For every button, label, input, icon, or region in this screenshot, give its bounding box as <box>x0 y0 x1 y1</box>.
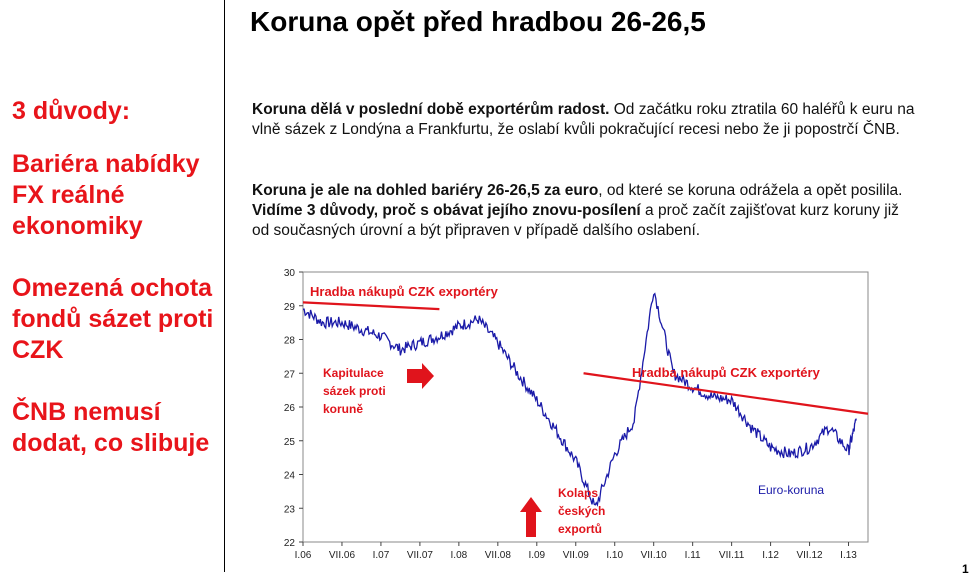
x-tick-label: I.09 <box>528 550 545 561</box>
annotation-capitulation-line: Kapitulace <box>323 366 384 380</box>
trendline-label-2: Hradba nákupů CZK exportéry <box>632 365 821 380</box>
y-tick-label: 25 <box>284 437 296 448</box>
x-tick-label: I.12 <box>762 550 779 561</box>
paragraph-1-text: Od začátku roku ztratila 60 haléřů k eur… <box>252 101 915 138</box>
page-number: 1 <box>962 562 969 576</box>
x-tick-label: VII.06 <box>329 550 356 561</box>
trendline-2 <box>583 372 869 415</box>
series-line-euro-koruna <box>303 292 857 507</box>
paragraph-1: Koruna dělá v poslední době exportérům r… <box>252 100 917 140</box>
arrow-right-icon <box>407 363 434 389</box>
trendline-label-1: Hradba nákupů CZK exportéry <box>310 284 499 299</box>
slide-title: Koruna opět před hradbou 26-26,5 <box>250 6 706 37</box>
paragraph-2: Koruna je ale na dohled bariéry 26-26,5 … <box>252 181 917 241</box>
y-tick-label: 23 <box>284 504 296 515</box>
divider-line <box>224 0 225 572</box>
x-tick-label: VII.11 <box>719 550 745 561</box>
y-tick-label: 27 <box>284 369 296 380</box>
x-tick-label: I.07 <box>373 550 390 561</box>
plot-frame <box>302 271 869 543</box>
reasons-heading: 3 důvody: <box>12 97 131 125</box>
paragraph-2-bold-1: Koruna je ale na dohled bariéry 26-26,5 … <box>252 182 599 199</box>
x-tick-label: VII.12 <box>796 550 823 561</box>
trendline-1 <box>302 301 440 311</box>
annotation-collapse-line: Kolaps <box>558 486 598 500</box>
annotation-capitulation-line: koruně <box>323 402 363 416</box>
x-tick-label: VII.10 <box>641 550 668 561</box>
x-tick-label: I.13 <box>840 550 857 561</box>
y-tick-label: 22 <box>284 538 296 549</box>
reasons-sidebar: 3 důvody: Bariéra nabídky FX reálné ekon… <box>12 96 217 490</box>
eur-czk-chart: 22 23 24 25 26 27 28 29 30 I.06 VII.06 I.07 VII.07 I.… <box>284 268 869 561</box>
series-label: Euro-koruna <box>758 483 824 497</box>
x-tick-label: I.10 <box>606 550 623 561</box>
x-tick-label: VII.07 <box>407 550 434 561</box>
reason-1: Bariéra nabídky FX reálné ekonomiky <box>12 150 200 240</box>
y-tick-label: 30 <box>284 268 296 279</box>
reason-3: ČNB nemusí dodat, co slibuje <box>12 398 210 457</box>
x-tick-label: I.11 <box>685 550 701 561</box>
x-tick-label: VII.09 <box>563 550 590 561</box>
x-tick-label: I.06 <box>295 550 312 561</box>
reason-2: Omezená ochota fondů sázet proti CZK <box>12 274 214 364</box>
paragraph-2-text-1: , od které se koruna odrážela a opět pos… <box>598 182 903 199</box>
paragraph-1-bold: Koruna dělá v poslední době exportérům r… <box>252 101 610 118</box>
paragraph-2-bold-2: Vidíme 3 důvody, proč s obávat jejího zn… <box>252 202 641 219</box>
annotation-collapse-line: exportů <box>558 522 602 536</box>
x-tick-label: VII.08 <box>485 550 512 561</box>
arrow-up-icon <box>520 497 542 537</box>
annotation-capitulation-line: sázek proti <box>323 384 386 398</box>
y-tick-label: 24 <box>284 471 296 482</box>
y-tick-label: 26 <box>284 403 296 414</box>
y-tick-label: 29 <box>284 302 296 313</box>
x-tick-label: I.08 <box>451 550 468 561</box>
annotation-collapse-line: českých <box>558 504 605 518</box>
paragraph-2-text-2: a proč začít zajišťovat kurz koruny již … <box>252 202 899 239</box>
y-tick-label: 28 <box>284 336 296 347</box>
